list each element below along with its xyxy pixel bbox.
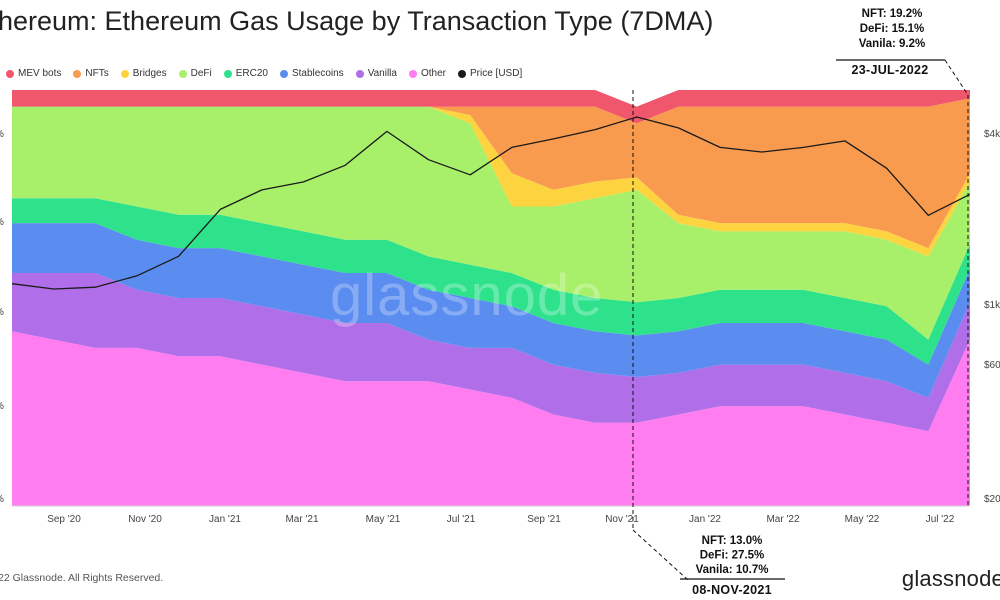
- legend-label: Stablecoins: [291, 68, 344, 79]
- annotation-top-line: DeFi: 15.1%: [860, 23, 925, 35]
- y-left-tick-label: %: [0, 129, 4, 140]
- annotation-bottom-line: Vanila: 10.7%: [696, 564, 769, 576]
- annotation-bottom-line: NFT: 13.0%: [702, 535, 763, 547]
- area-erc20: [12, 198, 970, 365]
- copyright: 22 Glassnode. All Rights Reserved.: [0, 572, 164, 584]
- left-axis-ticks: %%%%%: [0, 129, 4, 505]
- annotation-top-line: Vanila: 9.2%: [859, 38, 925, 50]
- legend-label: Price [USD]: [469, 68, 523, 79]
- annotation-bottom-leader: [632, 529, 689, 581]
- legend-item[interactable]: Vanilla: [355, 68, 397, 79]
- right-axis-ticks: $4k $1k $60 $20: [984, 129, 1000, 505]
- x-tick-label: Jul '21: [447, 514, 476, 525]
- y-right-tick-label: $60: [984, 360, 1000, 371]
- legend-label: MEV bots: [18, 68, 62, 79]
- x-tick-label: Mar '21: [285, 514, 318, 525]
- brand-logo: glassnode: [901, 566, 1000, 591]
- area-stablecoins: [12, 223, 970, 398]
- legend-label: Vanilla: [367, 68, 397, 79]
- legend-swatch: [223, 69, 232, 78]
- legend-item[interactable]: ERC20: [223, 68, 268, 79]
- legend-item[interactable]: Stablecoins: [279, 68, 344, 79]
- y-right-tick-label: $20: [984, 494, 1000, 505]
- legend-label: Bridges: [132, 68, 167, 79]
- y-right-tick-label: $4k: [984, 129, 1000, 140]
- price-line-group: [12, 116, 970, 290]
- legend-item[interactable]: DeFi: [178, 68, 212, 79]
- legend-swatch: [457, 69, 466, 78]
- area-vanilla: [12, 273, 970, 432]
- y-left-tick-label: %: [0, 217, 4, 228]
- area-defi: [12, 106, 970, 340]
- x-tick-label: Sep '21: [527, 514, 561, 525]
- legend-swatch: [73, 69, 82, 78]
- x-axis-ticks: Sep '20 Nov '20 Jan '21 Mar '21 May '21 Jul '…: [47, 514, 955, 525]
- y-left-tick-label: %: [0, 401, 4, 412]
- legend-item[interactable]: Other: [408, 68, 446, 79]
- area-nfts: [12, 98, 970, 249]
- annotation-top-leader: [944, 59, 969, 96]
- y-left-tick-label: %: [0, 307, 4, 318]
- legend: MEV bots NFTs Bridges DeFi ERC20 Stablecoins V…: [6, 68, 522, 79]
- chart-title: hereum: Ethereum Gas Usage by Transactio…: [0, 6, 714, 36]
- legend-label: ERC20: [235, 68, 268, 79]
- annotations: NFT: 13.0% DeFi: 27.5% Vanila: 10.7% 08-NOV…: [632, 8, 969, 597]
- legend-item[interactable]: Price [USD]: [457, 68, 523, 79]
- legend-label: NFTs: [85, 68, 109, 79]
- x-tick-label: Jan '21: [209, 514, 241, 525]
- y-left-tick-label: %: [0, 494, 4, 505]
- price-line: [12, 116, 970, 290]
- x-tick-label: May '22: [845, 514, 880, 525]
- annotation-top-line: NFT: 19.2%: [862, 8, 923, 20]
- legend-item[interactable]: NFTs: [73, 68, 109, 79]
- legend-label: DeFi: [190, 68, 212, 79]
- x-tick-label: Nov '21: [605, 514, 639, 525]
- legend-label: Other: [420, 68, 446, 79]
- stacked-areas: [12, 90, 970, 506]
- legend-swatch: [279, 69, 288, 78]
- x-tick-label: May '21: [366, 514, 401, 525]
- area-mev-bots: [12, 90, 970, 124]
- legend-swatch: [355, 69, 364, 78]
- legend-swatch: [6, 69, 14, 78]
- x-tick-label: Jan '22: [689, 514, 721, 525]
- annotation-bottom-line: DeFi: 27.5%: [700, 550, 765, 562]
- y-right-tick-label: $1k: [984, 300, 1000, 311]
- legend-item[interactable]: MEV bots: [6, 68, 61, 79]
- x-tick-label: Jul '22: [926, 514, 955, 525]
- x-tick-label: Sep '20: [47, 514, 81, 525]
- annotation-top-date: 23-JUL-2022: [852, 63, 929, 77]
- area-other: [12, 331, 970, 506]
- legend-swatch: [178, 69, 187, 78]
- legend-swatch: [120, 69, 129, 78]
- x-tick-label: Mar '22: [766, 514, 799, 525]
- annotation-bottom-date: 08-NOV-2021: [692, 583, 772, 597]
- legend-item[interactable]: Bridges: [120, 68, 167, 79]
- x-tick-label: Nov '20: [128, 514, 162, 525]
- legend-swatch: [408, 69, 417, 78]
